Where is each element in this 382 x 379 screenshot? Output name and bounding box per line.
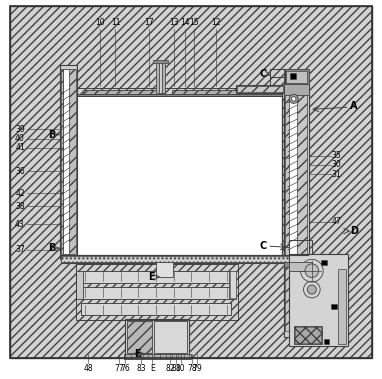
Bar [156, 262, 173, 277]
Text: E: E [148, 272, 154, 282]
Bar [156, 61, 159, 93]
Text: A: A [350, 102, 358, 111]
Text: 79: 79 [193, 364, 202, 373]
Text: 39: 39 [15, 125, 25, 133]
Bar [76, 94, 282, 96]
Text: 83: 83 [136, 364, 146, 373]
Text: 41: 41 [15, 144, 25, 152]
Bar [154, 321, 187, 352]
Bar [83, 90, 163, 94]
Text: 82: 82 [165, 364, 175, 373]
Bar [237, 86, 283, 92]
Bar [162, 61, 165, 93]
Circle shape [307, 285, 316, 294]
Text: 12: 12 [211, 18, 220, 27]
Bar [81, 303, 231, 315]
Bar [70, 69, 76, 254]
Bar [76, 271, 83, 299]
Text: 76: 76 [120, 364, 130, 373]
Bar [229, 271, 236, 299]
Text: 80: 80 [176, 364, 186, 373]
Bar [289, 241, 312, 254]
Bar [236, 85, 283, 93]
Circle shape [289, 94, 298, 103]
Bar [153, 60, 168, 63]
Text: 35: 35 [332, 151, 342, 160]
Bar [283, 69, 309, 85]
Bar [283, 84, 309, 95]
Bar [125, 319, 189, 354]
Bar [294, 326, 322, 344]
Text: E: E [134, 349, 141, 359]
Bar [61, 69, 63, 254]
Text: 13: 13 [169, 18, 179, 27]
Bar [61, 255, 308, 263]
Bar [332, 304, 337, 309]
Bar [290, 73, 296, 79]
Bar [63, 69, 70, 254]
Bar [160, 266, 168, 273]
Bar [286, 71, 306, 83]
Bar [159, 61, 162, 93]
Bar [283, 84, 309, 337]
Text: C: C [259, 241, 267, 251]
Bar [289, 254, 348, 346]
Bar [81, 287, 231, 299]
Bar [172, 90, 240, 94]
Bar [124, 354, 191, 359]
Text: 10: 10 [96, 18, 105, 27]
Bar [321, 260, 327, 265]
Bar [270, 69, 285, 85]
Bar [288, 89, 298, 331]
Text: 43: 43 [15, 220, 25, 229]
Text: 31: 31 [332, 170, 342, 179]
Text: 38: 38 [15, 202, 25, 211]
Text: B: B [48, 130, 55, 140]
Bar [338, 269, 346, 344]
Text: 30: 30 [332, 160, 342, 169]
Bar [297, 89, 307, 331]
Bar [76, 95, 282, 255]
Text: 37: 37 [15, 246, 25, 254]
Bar [283, 262, 290, 267]
Text: 48: 48 [84, 364, 93, 373]
Bar [295, 327, 321, 343]
Text: C: C [259, 69, 267, 79]
Text: 78: 78 [187, 364, 197, 373]
Text: 15: 15 [189, 18, 199, 27]
Text: B: B [48, 243, 55, 253]
Bar [127, 321, 152, 352]
Text: 47: 47 [332, 217, 342, 226]
Bar [285, 89, 289, 331]
Text: 77: 77 [114, 364, 124, 373]
Text: 42: 42 [15, 189, 25, 198]
Bar [81, 271, 231, 283]
Bar [230, 271, 236, 298]
Bar [289, 262, 312, 271]
Text: E: E [150, 364, 155, 373]
Text: 17: 17 [145, 18, 154, 27]
Bar [60, 65, 77, 259]
Bar [76, 264, 238, 320]
Circle shape [305, 264, 319, 277]
Circle shape [291, 97, 296, 101]
Bar [76, 88, 282, 96]
Text: 14: 14 [181, 18, 190, 27]
Text: 36: 36 [15, 167, 25, 176]
Text: 40: 40 [15, 134, 25, 143]
Text: 11: 11 [111, 18, 120, 27]
Bar [324, 339, 329, 344]
Text: 81: 81 [171, 364, 181, 373]
Text: D: D [350, 226, 358, 236]
Bar [62, 255, 307, 262]
